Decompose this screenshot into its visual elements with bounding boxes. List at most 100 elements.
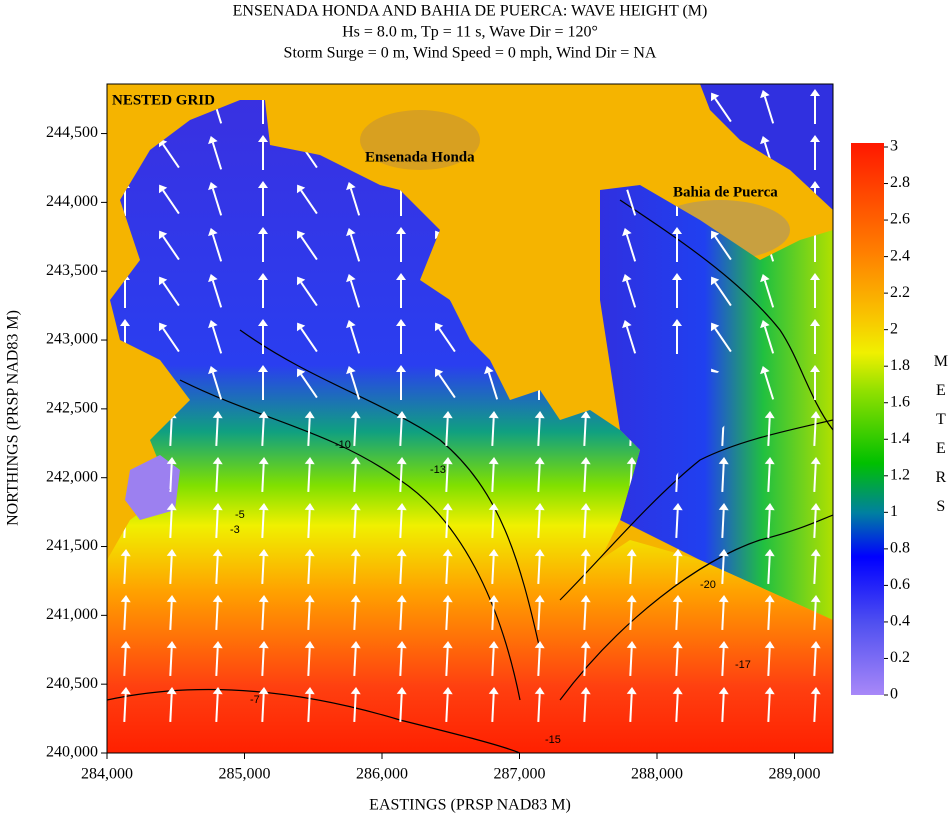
- arrow-head: [718, 595, 729, 603]
- arrow-shaft: [307, 555, 311, 585]
- arrow-shaft: [307, 417, 311, 447]
- arrow-shaft: [629, 601, 633, 631]
- arrow-shaft: [763, 280, 775, 308]
- arrow-shaft: [307, 601, 311, 631]
- arrow-head: [710, 276, 720, 286]
- arrow-shaft: [349, 326, 361, 354]
- arrow-shaft: [714, 97, 732, 123]
- y-tick-label: 243,500: [46, 262, 98, 279]
- arrow-head: [710, 92, 720, 102]
- arrow-head: [158, 276, 168, 286]
- arrow-shaft: [349, 372, 361, 400]
- y-tick-label: 244,000: [46, 193, 98, 210]
- arrow-head: [580, 411, 591, 419]
- arrow-head: [580, 595, 591, 603]
- contour-label: -15: [545, 734, 561, 746]
- arrow-shaft: [625, 280, 637, 308]
- arrow-shaft: [629, 555, 633, 585]
- arrow-head: [488, 687, 499, 695]
- arrow-head: [208, 319, 218, 329]
- arrow-head: [810, 319, 820, 326]
- arrow-head: [764, 687, 775, 695]
- arrow-head: [350, 457, 361, 465]
- arrow-head: [396, 319, 406, 326]
- arrow-head: [622, 227, 632, 237]
- arrow-shaft: [629, 693, 633, 723]
- arrow-shaft: [537, 601, 541, 631]
- arrow-shaft: [721, 647, 725, 677]
- arrow-head: [296, 184, 306, 194]
- arrow-shaft: [537, 417, 541, 447]
- arrow-head: [760, 365, 770, 375]
- arrow-shaft: [215, 417, 219, 447]
- arrow-shaft: [491, 693, 495, 723]
- arrow-shaft: [307, 693, 311, 723]
- arrow-shaft: [445, 555, 449, 585]
- arrow-shaft: [813, 693, 817, 723]
- contour-label: -7: [250, 694, 260, 706]
- arrow-shaft: [353, 693, 357, 723]
- arrow-head: [810, 457, 821, 465]
- arrow-head: [810, 503, 821, 511]
- arrow-shaft: [445, 509, 449, 539]
- arrow-shaft: [211, 280, 223, 308]
- arrow-head: [296, 368, 306, 378]
- arrow-shaft: [211, 234, 223, 262]
- arrow-shaft: [123, 555, 127, 585]
- arrow-shaft: [353, 647, 357, 677]
- arrow-shaft: [261, 601, 265, 631]
- arrow-shaft: [445, 601, 449, 631]
- subtitle: Storm Surge = 0 m, Wind Speed = 0 mph, W…: [284, 45, 657, 62]
- arrow-head: [304, 687, 315, 695]
- arrow-head: [396, 411, 407, 419]
- y-tick-label: 244,500: [46, 124, 98, 141]
- arrow-head: [158, 322, 168, 332]
- arrow-shaft: [537, 693, 541, 723]
- arrow-head: [258, 365, 268, 372]
- arrow-head: [710, 322, 720, 332]
- right-bay: [600, 185, 833, 620]
- arrow-head: [208, 135, 218, 145]
- arrow-head: [346, 319, 356, 329]
- arrow-head: [626, 549, 637, 557]
- arrow-head: [580, 641, 591, 649]
- arrow-shaft: [215, 647, 219, 677]
- arrow-shaft: [675, 693, 679, 723]
- arrow-head: [158, 184, 168, 194]
- shoal: [125, 455, 180, 520]
- arrow-shaft: [491, 417, 495, 447]
- arrow-head: [166, 503, 177, 511]
- arrow-head: [304, 641, 315, 649]
- arrow-shaft: [211, 326, 223, 354]
- arrow-head: [350, 687, 361, 695]
- x-tick-label: 286,000: [356, 766, 408, 783]
- arrow-shaft: [123, 601, 127, 631]
- arrow-shaft: [169, 693, 173, 723]
- arrow-head: [258, 641, 269, 649]
- arrow-head: [488, 503, 499, 511]
- arrow-shaft: [767, 463, 771, 493]
- arrow-head: [764, 457, 775, 465]
- arrow-shaft: [625, 326, 637, 354]
- arrow-shaft: [169, 463, 173, 493]
- arrow-head: [672, 549, 683, 557]
- arrow-shaft: [162, 143, 180, 169]
- annotation: Ensenada Honda: [365, 149, 475, 165]
- land-relief: [360, 110, 480, 170]
- arrow-shaft: [211, 188, 223, 216]
- colorbar-tick-label: 1.6: [890, 393, 910, 410]
- arrow-shaft: [353, 417, 357, 447]
- arrow-shaft: [813, 509, 817, 539]
- arrow-head: [760, 273, 770, 283]
- arrow-head: [208, 227, 218, 237]
- arrow-head: [258, 457, 269, 465]
- arrow-head: [442, 503, 453, 511]
- arrow-shaft: [491, 647, 495, 677]
- arrow-shaft: [445, 647, 449, 677]
- arrow-head: [760, 135, 770, 145]
- y-axis-label: NORTHINGS (PRSP NAD83 M): [5, 310, 22, 526]
- arrow-head: [718, 457, 729, 465]
- arrow-head: [434, 322, 444, 332]
- colorbar-tick-label: 2.2: [890, 284, 910, 301]
